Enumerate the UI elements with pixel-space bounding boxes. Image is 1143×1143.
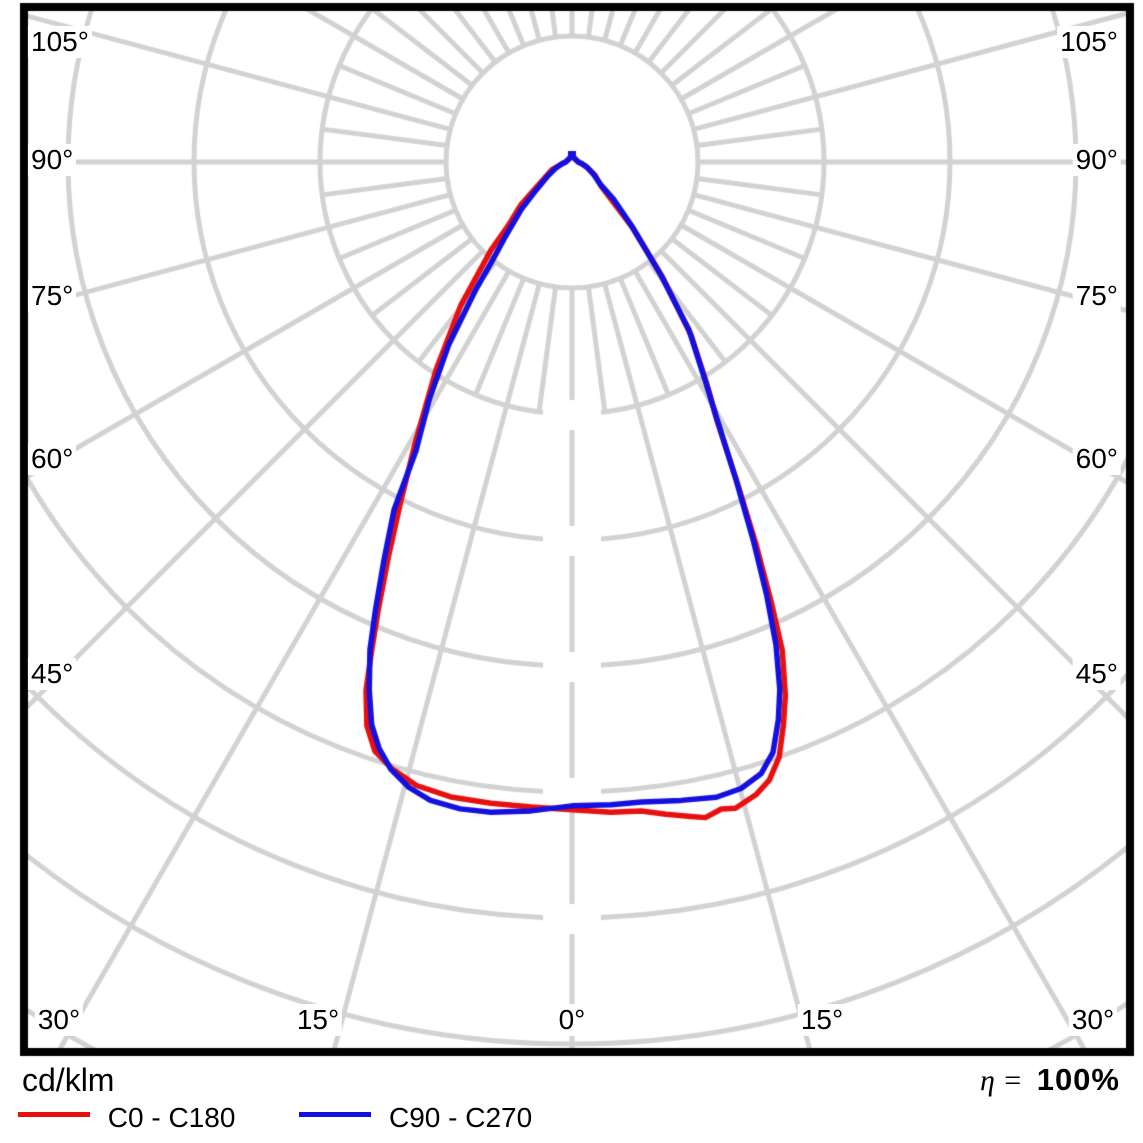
series-c90-c270-swatch — [299, 1112, 372, 1118]
angle-tick-label: 15° — [797, 1004, 847, 1036]
legend: C0 - C180 C90 - C270 — [18, 1098, 532, 1134]
series-c90-c270-label: C90 - C270 — [388, 1101, 533, 1133]
angle-tick-label: 105° — [28, 26, 92, 58]
angle-tick-label: 90° — [28, 144, 77, 176]
angle-tick-label: 75° — [28, 280, 77, 312]
angle-tick-label: 30° — [34, 1004, 84, 1036]
efficiency-value: 100% — [1036, 1062, 1120, 1097]
angle-tick-label: 45° — [28, 658, 77, 690]
angle-tick-label: 90° — [1072, 144, 1121, 176]
series-c0-c180-swatch — [18, 1112, 90, 1118]
efficiency-symbol: η = — [980, 1064, 1023, 1097]
angle-tick-label: 0° — [555, 1004, 589, 1036]
angle-tick-label: 45° — [1072, 658, 1121, 690]
radial-unit-label: cd/klm — [22, 1062, 115, 1098]
angle-tick-label: 75° — [1072, 280, 1121, 312]
light-output-ratio: η = 100% — [980, 1062, 1120, 1099]
angle-tick-label: 60° — [28, 443, 77, 475]
angle-tick-label: 15° — [293, 1004, 343, 1036]
legend-item-c90-c270: C90 - C270 — [299, 1100, 532, 1133]
angle-tick-label: 105° — [1057, 26, 1121, 58]
series-c0-c180-label: C0 - C180 — [107, 1101, 236, 1133]
angle-tick-label: 60° — [1072, 443, 1121, 475]
angle-tick-label: 30° — [1068, 1004, 1118, 1036]
legend-item-c0-c180: C0 - C180 — [18, 1100, 243, 1133]
